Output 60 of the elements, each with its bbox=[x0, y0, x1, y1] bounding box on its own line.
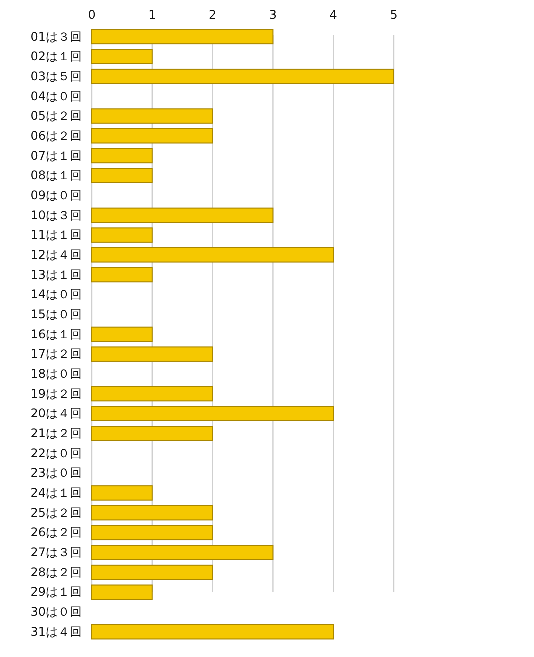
y-tick-label: 20は４回 bbox=[30, 406, 82, 421]
bar bbox=[92, 108, 214, 124]
bar bbox=[92, 168, 153, 184]
bar bbox=[92, 68, 394, 84]
y-tick-label: 01は３回 bbox=[30, 30, 82, 44]
y-tick-label: 08は１回 bbox=[30, 168, 82, 183]
y-tick-label: 06は２回 bbox=[30, 128, 82, 143]
y-tick-label: 10は３回 bbox=[30, 208, 82, 222]
y-tick-label: 31は４回 bbox=[30, 624, 82, 639]
y-tick-label: 25は２回 bbox=[30, 506, 82, 520]
x-tick-label: 0 bbox=[88, 8, 96, 22]
bar bbox=[92, 505, 214, 521]
bar bbox=[92, 406, 334, 422]
bar bbox=[92, 624, 334, 640]
bar bbox=[92, 148, 153, 164]
bar bbox=[92, 426, 214, 442]
y-tick-label: 24は１回 bbox=[30, 486, 82, 500]
bar bbox=[92, 564, 214, 580]
y-tick-label: 26は２回 bbox=[30, 526, 82, 540]
y-tick-label: 03は５回 bbox=[30, 69, 82, 84]
y-tick-label: 17は２回 bbox=[30, 347, 82, 362]
y-tick-label: 22は０回 bbox=[30, 446, 82, 460]
y-tick-label: 04は０回 bbox=[30, 89, 82, 104]
y-tick-label: 15は０回 bbox=[30, 308, 82, 322]
y-tick-label: 19は２回 bbox=[30, 386, 82, 401]
y-tick-label: 29は１回 bbox=[30, 585, 82, 600]
bar bbox=[92, 208, 274, 224]
x-tick-label: 5 bbox=[390, 8, 398, 22]
x-tick-label: 2 bbox=[208, 8, 217, 22]
bar bbox=[92, 346, 214, 362]
y-tick-label: 09は０回 bbox=[30, 188, 82, 202]
y-tick-label: 13は１回 bbox=[30, 268, 82, 282]
y-tick-label: 12は４回 bbox=[30, 248, 82, 262]
bar bbox=[92, 326, 153, 342]
bar bbox=[92, 584, 153, 600]
y-tick-label: 30は０回 bbox=[30, 605, 82, 620]
y-tick-label: 16は１回 bbox=[30, 327, 82, 342]
bar bbox=[92, 545, 274, 560]
x-tick-label: 3 bbox=[269, 8, 278, 22]
y-tick-label: 05は２回 bbox=[30, 109, 82, 124]
bar bbox=[92, 525, 214, 541]
y-tick-label: 28は２回 bbox=[30, 565, 82, 580]
y-tick-label: 02は１回 bbox=[30, 50, 82, 64]
bar bbox=[92, 486, 153, 501]
bar bbox=[92, 228, 153, 243]
x-tick-label: 4 bbox=[330, 8, 338, 22]
x-tick-label: 1 bbox=[148, 8, 156, 22]
bar bbox=[92, 267, 153, 283]
y-tick-label: 23は０回 bbox=[30, 466, 82, 480]
y-tick-label: 21は２回 bbox=[30, 426, 82, 441]
y-tick-label: 18は０回 bbox=[30, 367, 82, 382]
y-tick-label: 07は１回 bbox=[30, 148, 82, 163]
y-tick-label: 27は３回 bbox=[30, 546, 82, 560]
bar bbox=[92, 386, 214, 402]
y-tick-label: 11は１回 bbox=[30, 228, 82, 242]
y-tick-label: 14は０回 bbox=[30, 288, 82, 302]
bar bbox=[92, 248, 334, 263]
bar bbox=[92, 49, 153, 64]
bar bbox=[92, 128, 214, 144]
bar bbox=[92, 29, 274, 45]
